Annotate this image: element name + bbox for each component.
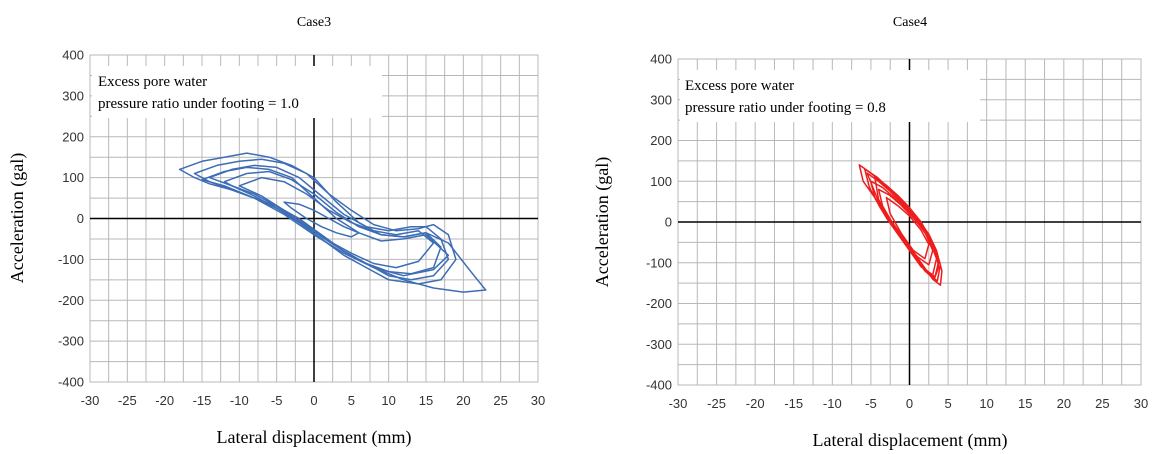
y-tick-label: -200 bbox=[58, 293, 84, 308]
y-tick-label: 0 bbox=[665, 215, 672, 230]
x-tick-label: -10 bbox=[823, 396, 842, 411]
y-axis-label: Acceleration (gal) bbox=[7, 153, 28, 283]
y-tick-label: 300 bbox=[650, 92, 672, 107]
y-tick-label: 300 bbox=[62, 88, 84, 103]
x-tick-label: -5 bbox=[271, 393, 283, 408]
x-tick-label: 15 bbox=[1018, 396, 1032, 411]
y-tick-label: 400 bbox=[62, 48, 84, 63]
x-tick-label: 25 bbox=[1095, 396, 1109, 411]
x-tick-label: 0 bbox=[310, 393, 317, 408]
x-tick-label: 5 bbox=[348, 393, 355, 408]
series-loop bbox=[874, 176, 940, 278]
y-tick-labels: 400 300 200 100 0 -100 -200 -300 -400 bbox=[58, 48, 84, 390]
x-tick-label: -15 bbox=[193, 393, 212, 408]
y-tick-labels: 400 300 200 100 0 -100 -200 -300 -400 bbox=[646, 52, 672, 393]
y-tick-label: -300 bbox=[646, 337, 672, 352]
annotation-line-2: pressure ratio under footing = 0.8 bbox=[685, 100, 886, 116]
x-tick-label: 30 bbox=[531, 393, 545, 408]
x-tick-label: -10 bbox=[230, 393, 249, 408]
y-tick-label: -300 bbox=[58, 334, 84, 349]
series-loop bbox=[283, 201, 360, 238]
y-tick-label: -200 bbox=[646, 296, 672, 311]
chart-title: Case4 bbox=[893, 15, 927, 30]
x-tick-label: -20 bbox=[746, 396, 765, 411]
x-tick-label: 30 bbox=[1134, 396, 1148, 411]
x-tick-label: 5 bbox=[944, 396, 951, 411]
x-tick-label: 20 bbox=[456, 393, 470, 408]
x-tick-label: 0 bbox=[906, 396, 913, 411]
x-tick-label: 10 bbox=[979, 396, 993, 411]
x-tick-label: -5 bbox=[865, 396, 877, 411]
y-tick-label: 100 bbox=[62, 170, 84, 185]
annotation-line-1: Excess pore water bbox=[685, 78, 794, 94]
y-tick-label: -100 bbox=[646, 255, 672, 270]
y-axis-label: Acceleration (gal) bbox=[592, 157, 613, 287]
x-tick-label: 10 bbox=[381, 393, 395, 408]
x-tick-label: 20 bbox=[1057, 396, 1071, 411]
series-group bbox=[858, 164, 943, 286]
x-tick-label: -25 bbox=[707, 396, 726, 411]
y-tick-label: 0 bbox=[77, 211, 84, 226]
y-tick-label: 200 bbox=[62, 129, 84, 144]
chart-title: Case3 bbox=[297, 15, 331, 30]
y-tick-label: -400 bbox=[646, 378, 672, 393]
x-tick-labels: -30 -25 -20 -15 -10 -5 0 5 10 15 20 25 30 bbox=[81, 393, 546, 408]
y-tick-label: 100 bbox=[650, 174, 672, 189]
x-axis-label: Lateral displacement (mm) bbox=[813, 430, 1008, 451]
x-tick-label: 25 bbox=[493, 393, 507, 408]
annotation-box bbox=[92, 66, 382, 118]
series-group bbox=[178, 152, 487, 293]
x-tick-label: -30 bbox=[669, 396, 688, 411]
x-axis-label: Lateral displacement (mm) bbox=[217, 427, 412, 448]
series-loop bbox=[238, 176, 435, 269]
x-tick-label: -20 bbox=[155, 393, 174, 408]
series-loop bbox=[201, 166, 450, 277]
series-loop bbox=[885, 196, 930, 260]
x-tick-label: -30 bbox=[81, 393, 100, 408]
annotation-box bbox=[680, 70, 980, 122]
x-tick-labels: -30 -25 -20 -15 -10 -5 0 5 10 15 20 25 30 bbox=[669, 396, 1149, 411]
series-loop bbox=[863, 168, 942, 282]
annotation-line-1: Excess pore water bbox=[98, 74, 207, 90]
y-tick-label: 400 bbox=[650, 52, 672, 67]
chart-case4: Case4 Excess pore water pressure ratio u… bbox=[592, 15, 1148, 451]
x-tick-label: 15 bbox=[419, 393, 433, 408]
y-tick-label: -400 bbox=[58, 375, 84, 390]
annotation-line-2: pressure ratio under footing = 1.0 bbox=[98, 96, 299, 112]
y-tick-label: 200 bbox=[650, 133, 672, 148]
x-tick-label: -25 bbox=[118, 393, 137, 408]
chart-case3: Case3 Excess pore water pressure ratio u… bbox=[7, 15, 545, 448]
y-tick-label: -100 bbox=[58, 252, 84, 267]
x-tick-label: -15 bbox=[784, 396, 803, 411]
